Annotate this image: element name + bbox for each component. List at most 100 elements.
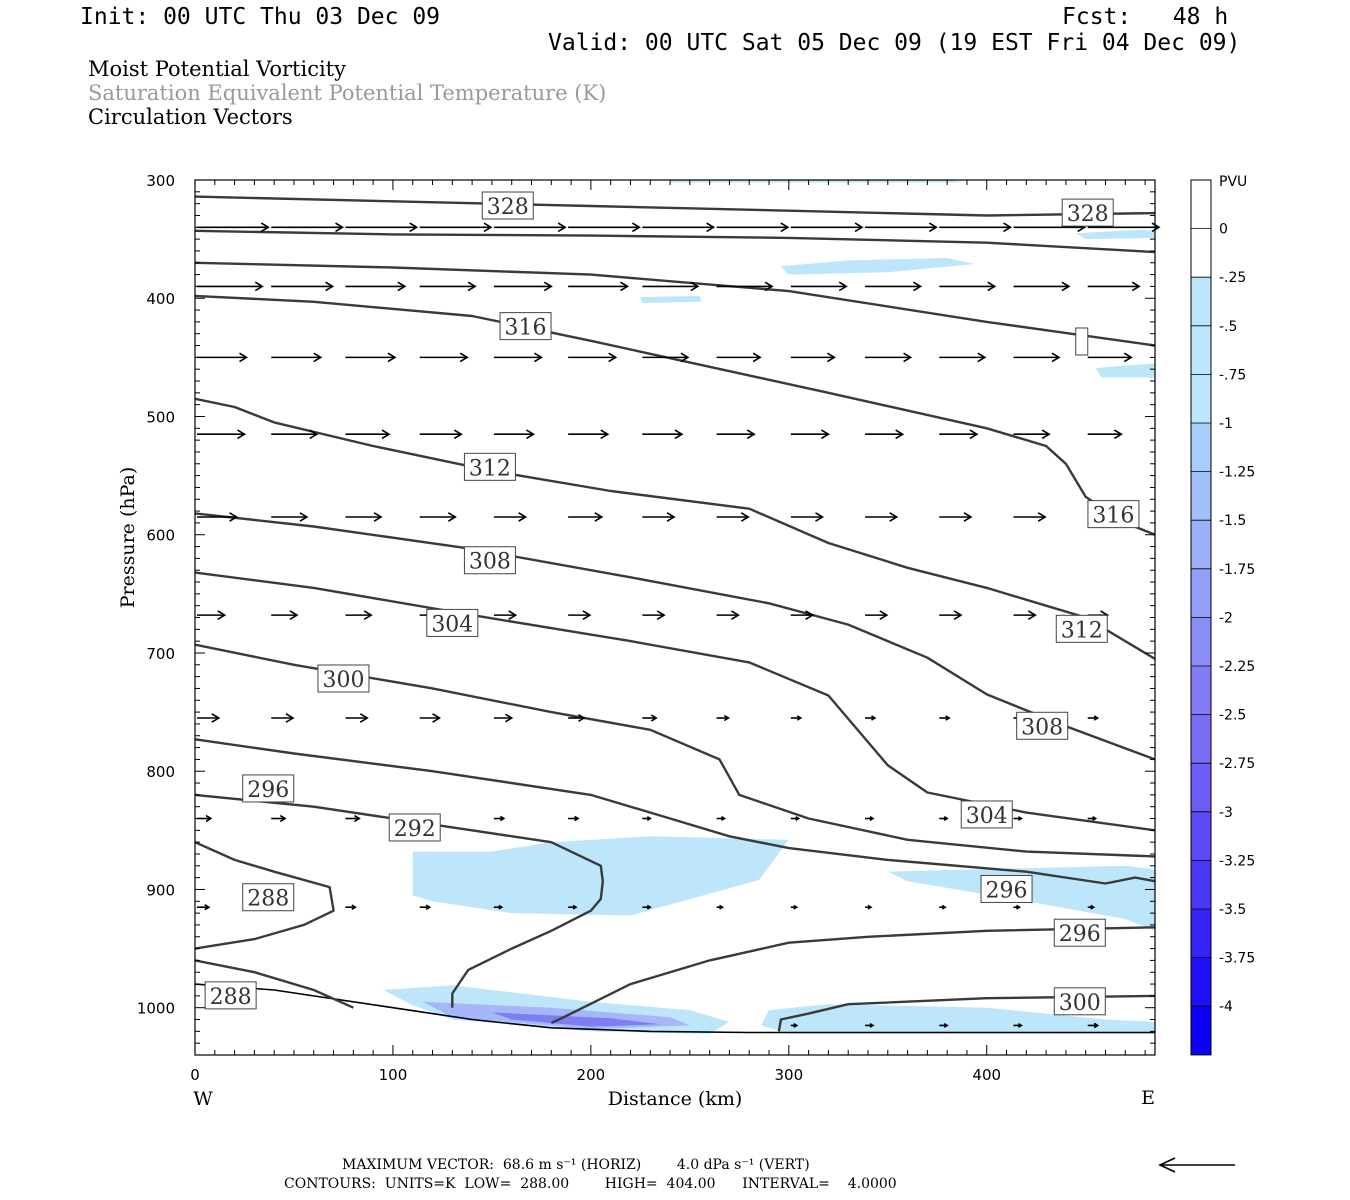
vector-arrow — [345, 429, 391, 440]
colorbar-swatch — [1191, 568, 1211, 618]
vector-head — [526, 429, 536, 440]
vector-arrow — [493, 512, 528, 522]
vector-head — [204, 904, 211, 911]
vector-head — [646, 816, 652, 821]
contour-label-box — [1055, 614, 1108, 643]
vector-head — [869, 816, 875, 821]
vector-head — [793, 904, 799, 910]
pv-region — [640, 295, 702, 303]
contour-label: 296 — [242, 774, 295, 803]
vector-head — [325, 281, 335, 292]
vector-arrow — [197, 222, 270, 233]
vector-head — [518, 512, 528, 522]
vector-head — [1018, 816, 1023, 821]
vector-arrow — [1087, 715, 1100, 721]
vector-head — [826, 352, 836, 363]
vector-arrow — [716, 512, 750, 522]
vector-arrow — [568, 904, 578, 910]
vector-head — [229, 512, 239, 522]
axes: 300 400 500 600 700 800 900 1000 0 100 200 300 400 Di… — [117, 172, 1155, 1110]
contour-label-box — [1075, 327, 1089, 356]
vector-arrow — [493, 222, 567, 233]
vector-arrow — [197, 352, 249, 363]
colorbar-label: -2.75 — [1219, 756, 1255, 772]
contour-label: 296 — [1053, 918, 1106, 947]
colorbar-swatch — [1191, 423, 1211, 473]
vector-head — [1018, 1022, 1023, 1028]
vector-head — [237, 429, 247, 440]
vector-arrow — [568, 281, 630, 292]
vector-arrow — [271, 352, 323, 363]
vector-head — [1041, 429, 1051, 440]
vector-head — [594, 512, 604, 522]
contour-line — [195, 261, 1155, 347]
vector-head — [1131, 281, 1141, 292]
y-tick-label: 300 — [146, 172, 175, 190]
pv-region — [761, 1004, 1155, 1034]
vector-head — [557, 222, 567, 233]
vector-head — [928, 222, 938, 233]
vector-arrow — [568, 815, 580, 822]
vector-head — [299, 512, 309, 522]
vector-head — [889, 512, 899, 522]
vector-head — [1003, 222, 1013, 233]
vector-head — [1092, 816, 1098, 821]
vector-head — [690, 281, 700, 292]
contour-line — [195, 738, 1155, 885]
vector-arrow — [716, 610, 740, 621]
contour-line — [777, 994, 1155, 1032]
vector-head — [631, 222, 641, 233]
vector-head — [459, 352, 469, 363]
vector-arrow — [716, 281, 774, 292]
vector-head — [608, 352, 618, 363]
vector-head — [483, 222, 493, 233]
contour-labels: 328 328 316 312 316 308 312 304 308 300 304 296 296 2… — [204, 191, 1140, 1016]
x-tick-label: 0 — [190, 1066, 200, 1084]
vector-head — [943, 1022, 949, 1028]
vector-head — [254, 281, 264, 292]
colorbar-label: -1.75 — [1219, 562, 1255, 578]
colorbar-swatch — [1191, 617, 1211, 667]
east-label: E — [1141, 1087, 1155, 1109]
contour-line — [195, 397, 1155, 660]
vector-head — [289, 610, 299, 621]
vector-head — [1016, 904, 1021, 910]
colorbar-swatch — [1191, 666, 1211, 716]
contour-label — [1075, 327, 1089, 356]
vector-arrow — [568, 222, 641, 233]
vector-head — [432, 713, 442, 723]
vector-arrow — [1087, 281, 1141, 292]
colorbar-label: -.5 — [1219, 319, 1237, 335]
vector-head — [666, 512, 676, 522]
vector-arrow — [939, 1022, 949, 1028]
colorbar-unit: PVU — [1219, 174, 1247, 190]
vector-head — [869, 1022, 875, 1028]
vector-head — [313, 352, 323, 363]
colorbar-swatch — [1191, 714, 1211, 764]
plot-border — [194, 179, 1156, 1056]
vector-head — [764, 281, 774, 292]
vector-head — [397, 281, 407, 292]
vector-arrow — [345, 512, 383, 522]
contour-label-box — [1016, 711, 1069, 740]
contour-label: 316 — [1087, 500, 1140, 529]
vector-head — [425, 904, 432, 910]
vector-arrow — [1087, 816, 1098, 821]
vector-head — [1090, 904, 1096, 910]
vector-head — [780, 222, 790, 233]
vector-arrow — [642, 610, 666, 621]
vector-arrow — [1013, 610, 1037, 621]
colorbar-swatch — [1191, 277, 1211, 327]
x-tick-label: 400 — [972, 1066, 1001, 1084]
vector-arrow — [790, 610, 815, 621]
contour-label: 300 — [317, 664, 370, 693]
vector-head — [354, 814, 361, 823]
contour-label-text: 296 — [986, 878, 1028, 903]
vector-arrow — [197, 281, 264, 292]
vector-arrow — [493, 610, 518, 621]
vector-head — [706, 222, 716, 233]
contour-label-box — [1087, 500, 1140, 529]
vector-head — [505, 713, 514, 723]
vector-arrow — [1087, 904, 1096, 910]
vector-head — [508, 610, 518, 621]
